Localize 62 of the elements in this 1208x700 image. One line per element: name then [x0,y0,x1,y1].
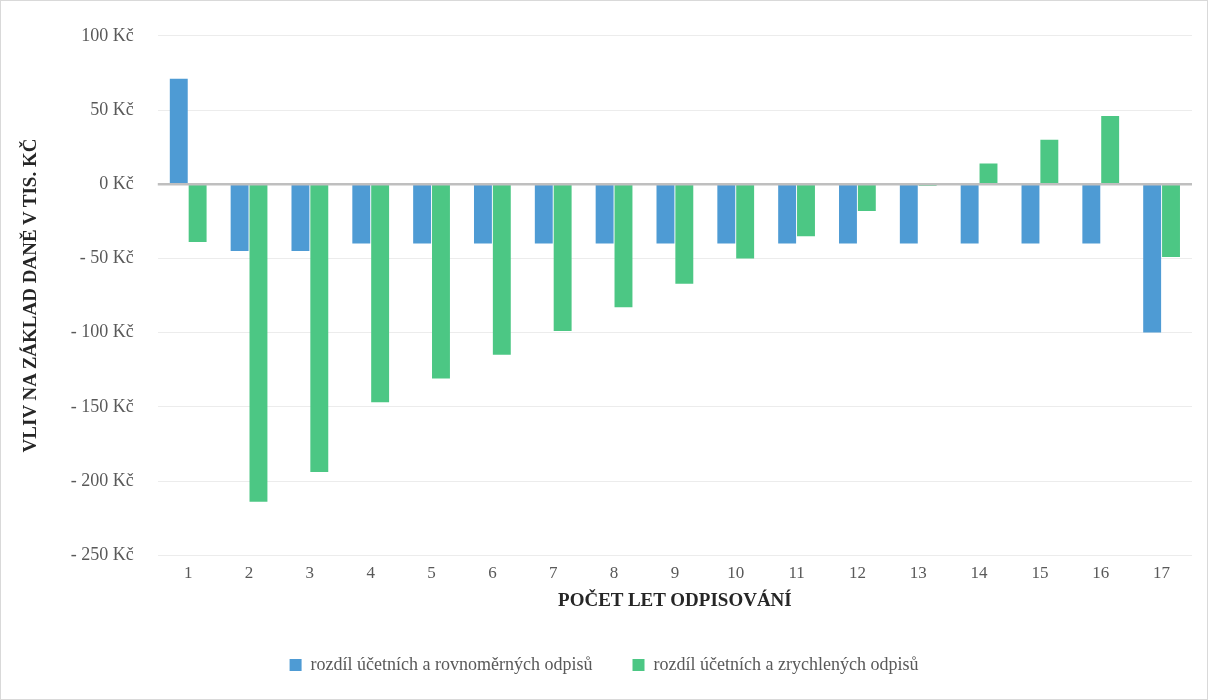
bar [188,184,207,243]
x-tick-label: 12 [848,563,866,583]
bar [1021,184,1040,244]
y-tick-label: 0 Kč [99,172,134,193]
bar [432,184,450,379]
bar [352,184,371,244]
x-tick-label: 9 [670,563,680,583]
bar [857,184,876,211]
bar [656,184,675,244]
y-tick-label: - 100 Kč [70,321,134,342]
bar [1082,184,1101,244]
x-tick-label: 15 [1031,563,1049,583]
x-tick-label: 16 [1092,563,1110,583]
bar [553,184,572,332]
x-tick-label: 7 [548,563,558,583]
x-tick-label: 4 [366,563,376,583]
x-tick-label: 14 [970,563,989,583]
y-tick-label: - 150 Kč [70,395,134,416]
x-tick-label: 1 [183,563,193,583]
bar [473,184,492,244]
bar [291,184,310,251]
bar [1162,184,1180,257]
bar [230,184,249,251]
bar [736,184,755,259]
bar [595,184,614,244]
x-axis-title: POČET LET ODPISOVÁNÍ [558,588,792,610]
bar [675,184,694,284]
x-tick-label: 6 [488,563,497,583]
y-tick-label: - 250 Kč [70,543,134,564]
x-tick-label: 11 [788,563,805,583]
bar [534,184,553,244]
y-tick-label: 50 Kč [90,98,134,119]
bar [614,184,633,308]
x-tick-label: 13 [909,563,927,583]
bar [1101,115,1120,184]
bar [1143,184,1162,333]
bar [717,184,736,244]
bar [960,184,979,244]
y-axis-title: VLIV NA ZÁKLAD DANĚ V TIS. KČ [19,138,41,453]
x-tick-label: 2 [244,563,254,583]
legend-label: rozdíl účetních a zrychlených odpisů [653,653,919,674]
bar [249,184,268,502]
y-tick-label: - 200 Kč [70,469,134,490]
x-tick-label: 17 [1153,563,1171,583]
x-tick-label: 3 [305,563,315,583]
bar [899,184,918,244]
x-tick-label: 8 [609,563,619,583]
bar [979,163,998,184]
bar [1040,139,1059,184]
bar [371,184,390,403]
legend-label: rozdíl účetních a rovnoměrných odpisů [310,653,593,674]
y-tick-label: - 50 Kč [79,247,134,268]
x-tick-label: 5 [427,563,436,583]
bar [492,184,511,355]
bar [413,184,432,244]
bar [797,184,815,237]
bar [778,184,797,244]
bar [310,184,329,473]
bar [169,78,188,184]
bar [839,184,857,244]
x-tick-label: 10 [727,563,745,583]
y-tick-label: 100 Kč [81,24,134,45]
